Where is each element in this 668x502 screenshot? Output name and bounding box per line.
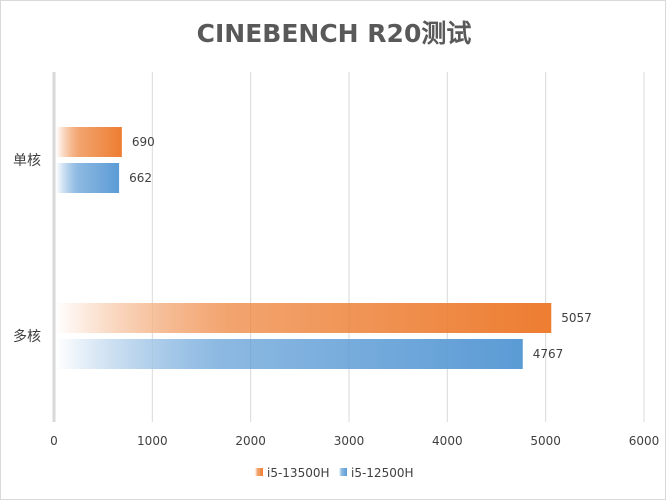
legend-label: i5-13500H xyxy=(267,466,330,480)
bar xyxy=(56,127,122,157)
x-tick-label: 2000 xyxy=(235,434,266,448)
gridlines xyxy=(52,72,645,422)
x-tick-label: 1000 xyxy=(137,434,168,448)
data-label: 4767 xyxy=(533,347,564,361)
chart-title: CINEBENCH R20测试 xyxy=(197,19,472,48)
data-labels: 690 662 5057 4767 xyxy=(129,135,592,361)
x-tick-labels: 0 1000 2000 3000 4000 5000 6000 xyxy=(50,434,659,448)
legend-swatch xyxy=(339,468,347,476)
x-tick-label: 3000 xyxy=(334,434,365,448)
x-tick-label: 6000 xyxy=(629,434,660,448)
bars xyxy=(56,127,552,369)
bar xyxy=(56,303,552,333)
legend-label: i5-12500H xyxy=(351,466,414,480)
legend-swatch xyxy=(255,468,263,476)
x-tick-label: 0 xyxy=(50,434,58,448)
data-label: 5057 xyxy=(561,311,592,325)
category-label: 多核 xyxy=(13,328,41,345)
bar xyxy=(56,339,523,369)
data-label: 662 xyxy=(129,171,152,185)
legend: i5-13500H i5-12500H xyxy=(255,466,414,480)
data-label: 690 xyxy=(132,135,155,149)
x-tick-label: 4000 xyxy=(432,434,463,448)
x-tick-label: 5000 xyxy=(530,434,561,448)
category-label: 单核 xyxy=(13,153,41,169)
bar xyxy=(56,163,120,193)
